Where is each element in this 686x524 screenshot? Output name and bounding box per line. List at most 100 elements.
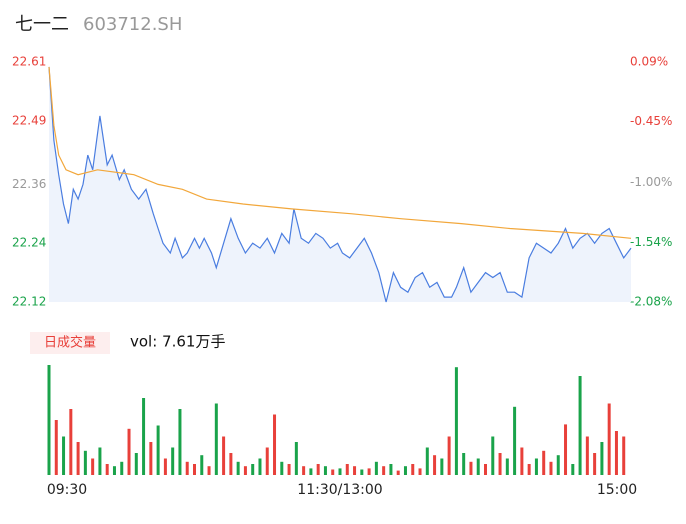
volume-bar <box>83 450 87 475</box>
volume-bar <box>287 464 291 475</box>
volume-bar <box>345 464 349 475</box>
y2-tick-label: -1.54% <box>630 235 672 249</box>
volume-bar <box>476 458 480 475</box>
x-tick-label: 09:30 <box>47 482 87 498</box>
volume-bar <box>98 447 102 475</box>
x-tick-label: 15:00 <box>597 482 637 498</box>
volume-bar <box>222 436 226 475</box>
price-line <box>48 66 632 303</box>
volume-bar <box>593 453 597 475</box>
volume-bar <box>600 442 604 475</box>
stock-name: 七一二 <box>15 14 69 35</box>
volume-bar <box>207 466 211 475</box>
volume-bar <box>360 469 364 475</box>
price-area <box>49 66 631 303</box>
average-line <box>48 66 632 239</box>
volume-bar <box>229 453 233 475</box>
volume-bar <box>585 436 589 475</box>
volume-bar <box>214 403 218 475</box>
volume-bar <box>200 455 204 475</box>
y2-tick-label: -0.45% <box>630 114 672 128</box>
volume-bar <box>47 365 51 475</box>
stock-code: 603712.SH <box>83 14 182 35</box>
volume-bar <box>520 447 524 475</box>
volume-bar <box>505 458 509 475</box>
volume-bar <box>265 447 269 475</box>
volume-bar <box>389 464 393 475</box>
volume-bar <box>54 420 58 475</box>
volume-bar <box>69 409 73 475</box>
volume-bar <box>127 428 131 475</box>
volume-bar <box>403 466 407 475</box>
volume-bar <box>294 442 298 475</box>
volume-bar <box>338 468 342 475</box>
volume-bar <box>462 453 466 475</box>
volume-bar <box>571 464 575 475</box>
volume-bar <box>105 464 109 475</box>
volume-bar <box>91 458 95 475</box>
volume-label: vol: 7.61万手 <box>130 333 225 351</box>
y-tick-label: 22.24 <box>12 236 46 250</box>
volume-bar <box>469 461 473 475</box>
y-tick-label: 22.12 <box>12 295 46 309</box>
volume-bar <box>134 453 138 475</box>
volume-bar <box>62 436 66 475</box>
volume-bar <box>527 464 531 475</box>
volume-bar <box>440 458 444 475</box>
volume-bar <box>433 455 437 475</box>
volume-bar <box>251 464 255 475</box>
volume-bar <box>280 461 284 475</box>
volume-bar <box>374 461 378 475</box>
volume-bar <box>498 453 502 475</box>
volume-tag-bg <box>30 332 110 354</box>
volume-bar <box>302 466 306 475</box>
volume-bar <box>367 468 371 475</box>
volume-bar <box>549 461 553 475</box>
volume-bar <box>171 447 175 475</box>
volume-bar <box>243 466 247 475</box>
volume-bar <box>382 466 386 475</box>
volume-bar <box>484 464 487 475</box>
y-tick-label: 22.49 <box>12 113 46 127</box>
y2-tick-label: 0.09% <box>630 55 668 69</box>
y2-tick-label: -1.00% <box>630 175 672 189</box>
volume-bar <box>185 461 189 475</box>
volume-bar <box>76 442 80 475</box>
volume-bar <box>156 425 160 475</box>
volume-bar <box>614 431 618 475</box>
volume-bar <box>622 436 626 475</box>
volume-bar <box>411 464 415 475</box>
volume-tag: 日成交量 <box>44 335 96 351</box>
volume-bar <box>534 458 538 475</box>
y2-tick-label: -2.08% <box>630 295 672 309</box>
volume-bar <box>112 466 116 475</box>
volume-bar <box>454 367 458 475</box>
volume-bar <box>564 424 568 475</box>
volume-bar <box>396 470 400 475</box>
volume-bar <box>193 464 196 475</box>
volume-bar <box>607 403 611 475</box>
volume-bar <box>258 458 262 475</box>
volume-bar <box>353 466 357 475</box>
y-tick-label: 22.61 <box>12 55 46 69</box>
volume-bar <box>513 406 517 475</box>
volume-bar <box>556 455 560 475</box>
volume-bar <box>425 447 429 475</box>
volume-bar <box>323 466 327 475</box>
x-tick-label: 11:30/13:00 <box>297 482 382 498</box>
volume-bar <box>163 458 167 475</box>
volume-bar <box>149 442 153 475</box>
volume-bar <box>142 398 146 475</box>
volume-bar <box>273 414 277 475</box>
volume-bar <box>316 464 320 475</box>
volume-bar <box>447 436 451 475</box>
volume-bar <box>120 461 124 475</box>
volume-bar <box>542 450 546 475</box>
volume-bar <box>578 376 582 475</box>
volume-bar <box>418 468 422 475</box>
volume-bar <box>309 468 313 475</box>
volume-bar <box>178 409 182 475</box>
volume-bar <box>236 461 240 475</box>
volume-bar <box>491 436 495 475</box>
